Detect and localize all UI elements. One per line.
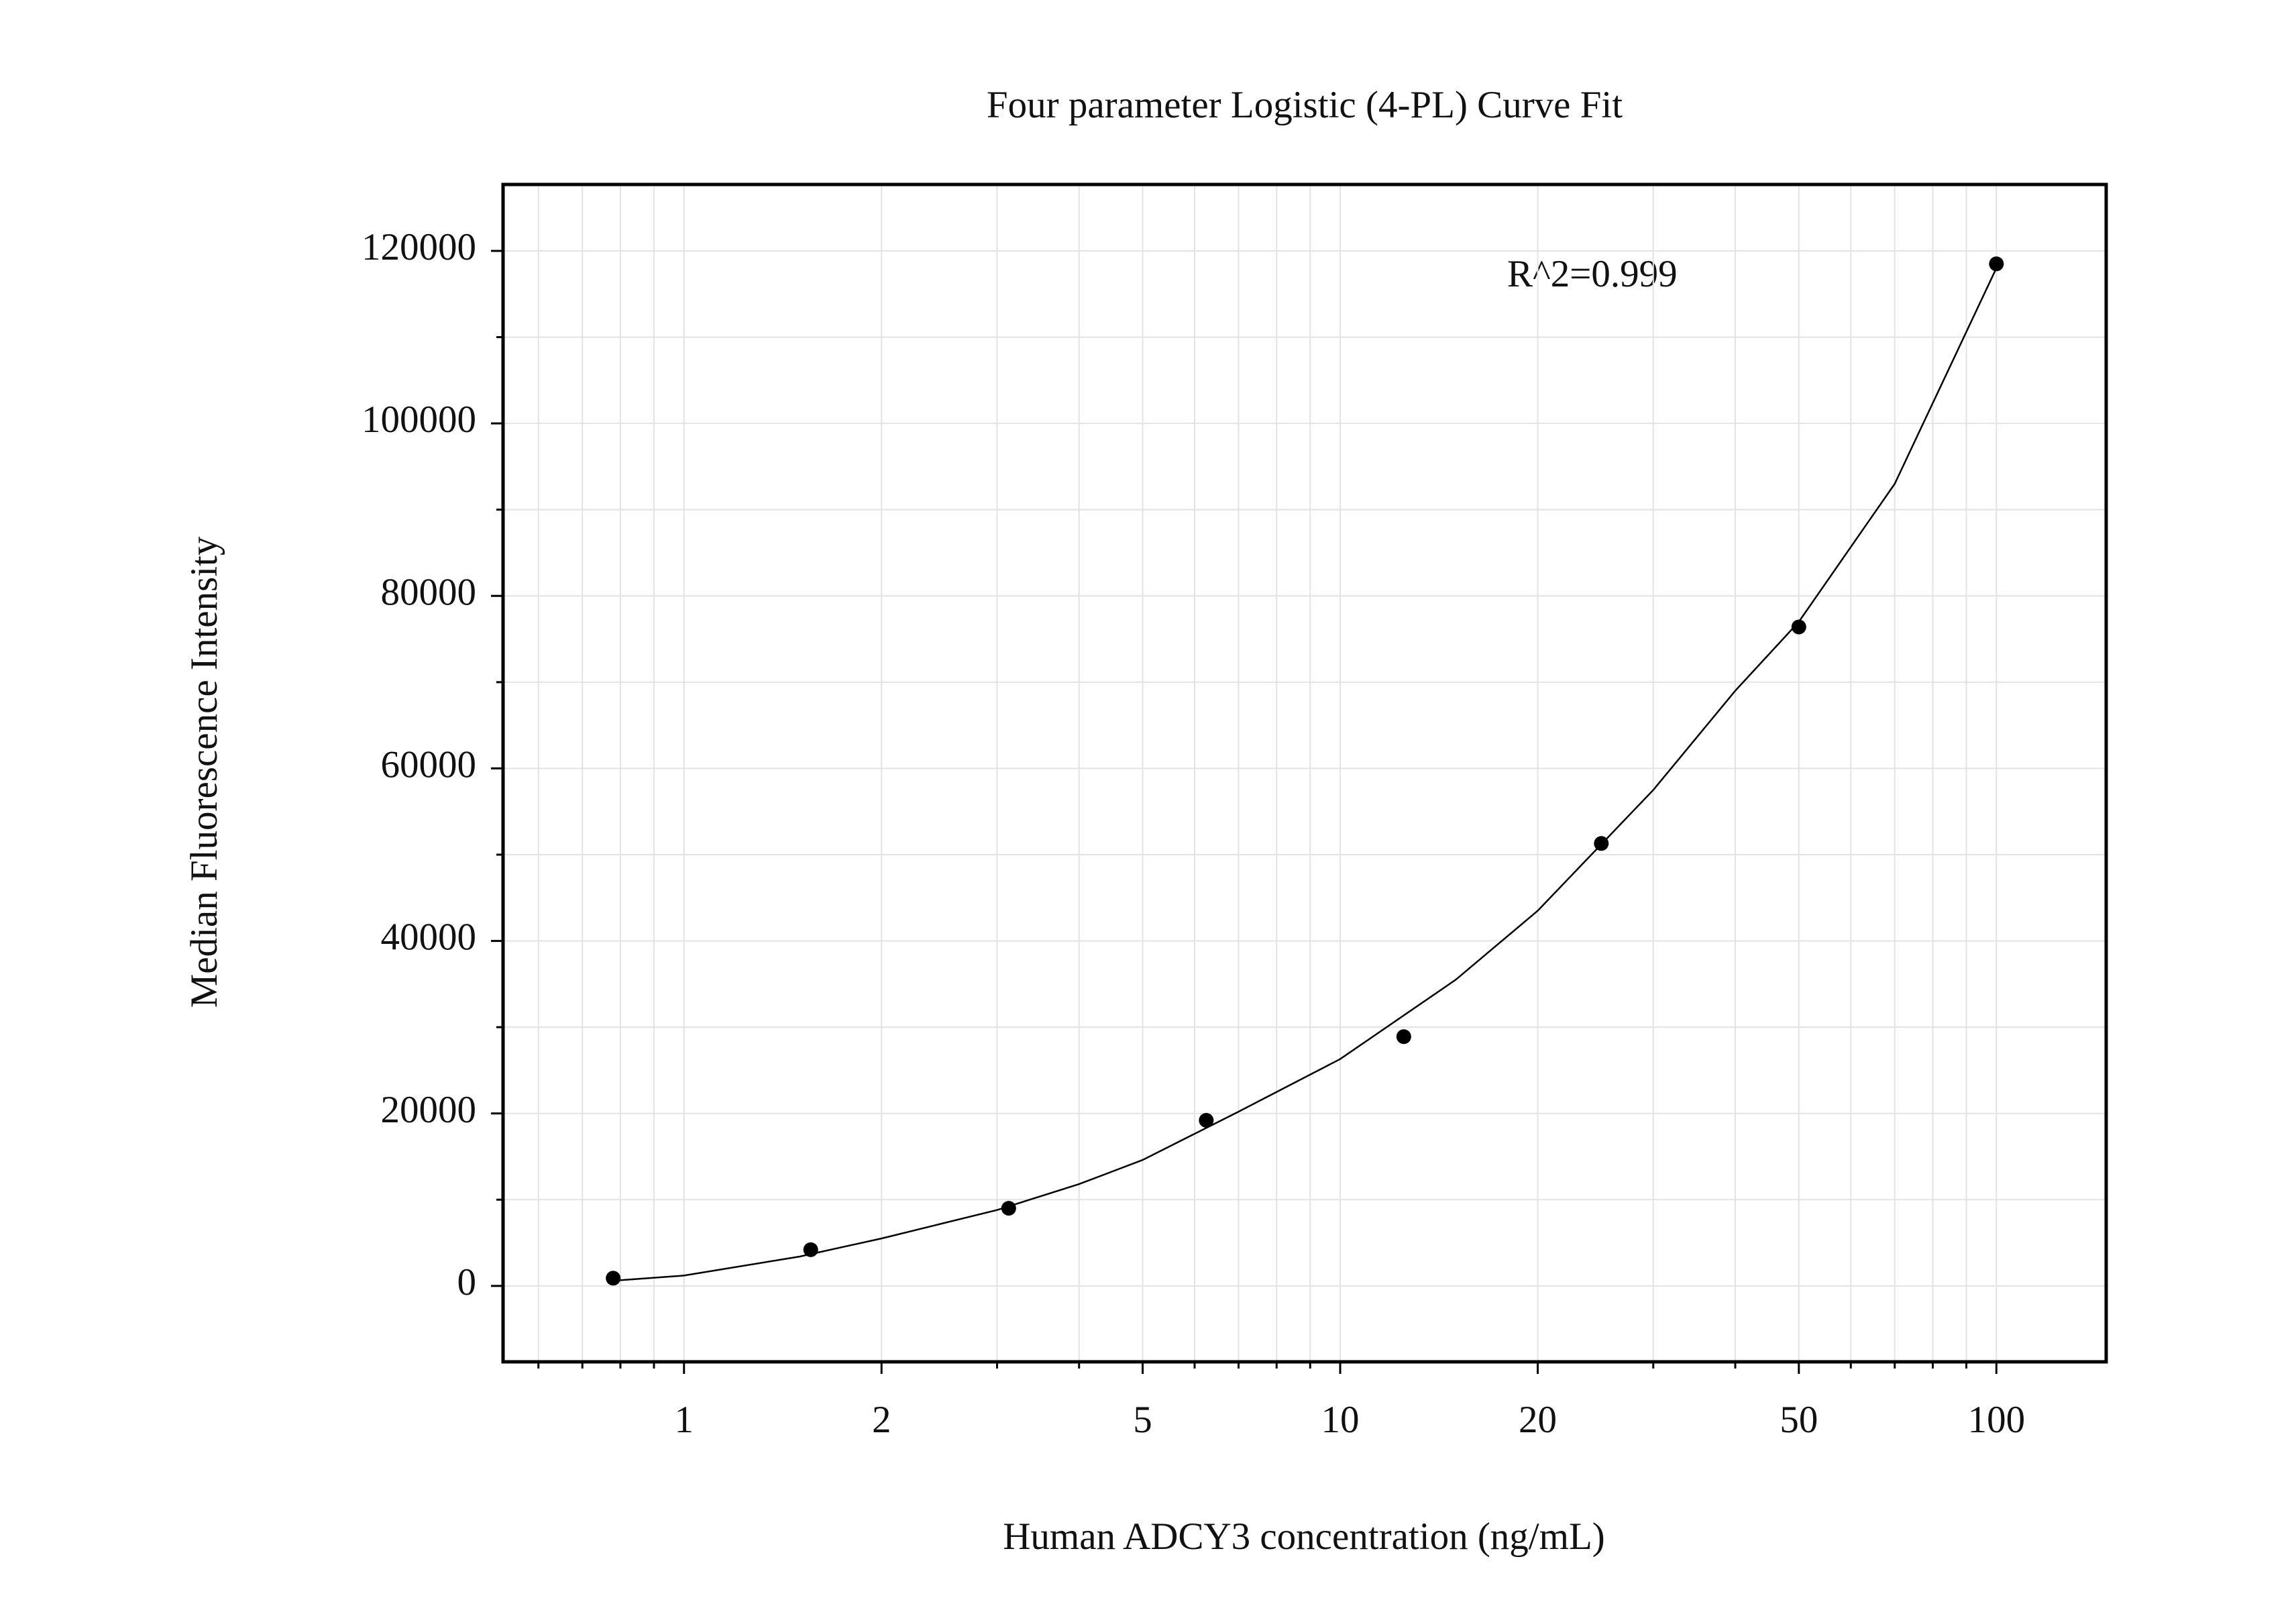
y-tick-label: 60000 — [381, 744, 477, 786]
data-point — [606, 1271, 621, 1286]
x-tick-label: 20 — [1519, 1399, 1557, 1441]
annotation: R^2=0.999 — [1507, 253, 1678, 295]
y-tick-label: 80000 — [381, 571, 477, 613]
plot-frame — [501, 182, 2108, 1364]
y-tick-label: 120000 — [362, 226, 476, 268]
data-point — [1199, 1113, 1214, 1128]
y-tick-label: 20000 — [381, 1089, 477, 1131]
x-tick-label: 5 — [1133, 1399, 1152, 1441]
data-point — [1594, 836, 1609, 851]
data-point — [1989, 256, 2004, 272]
y-tick-label: 0 — [457, 1261, 477, 1303]
data-point — [1396, 1029, 1411, 1045]
x-axis-label: Human ADCY3 concentration (ng/mL) — [1003, 1515, 1605, 1558]
x-tick-label: 100 — [1968, 1399, 2026, 1441]
x-tick-label: 50 — [1780, 1399, 1818, 1441]
x-tick-label: 2 — [872, 1399, 891, 1441]
chart-title: Four parameter Logistic (4-PL) Curve Fit — [987, 84, 1623, 126]
data-point — [1791, 619, 1806, 635]
data-point — [1001, 1201, 1016, 1216]
y-axis-label: Median Fluorescence Intensity — [183, 536, 225, 1008]
x-tick-label: 1 — [674, 1399, 694, 1441]
x-tick-label: 10 — [1321, 1399, 1360, 1441]
data-point — [803, 1242, 818, 1257]
fit-curve — [613, 268, 1998, 1282]
y-tick-label: 100000 — [362, 398, 476, 441]
y-tick-label: 40000 — [381, 916, 477, 959]
